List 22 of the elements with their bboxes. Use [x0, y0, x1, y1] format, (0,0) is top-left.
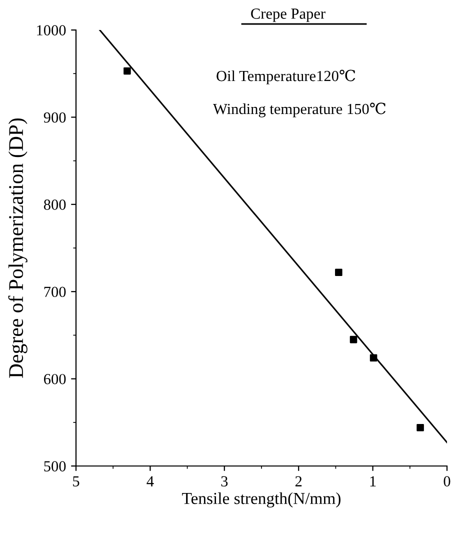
y-tick-label: 900: [44, 112, 66, 123]
y-tick-label: 1000: [37, 25, 66, 36]
annotation: Winding temperature 150℃: [213, 102, 386, 118]
point: [416, 424, 424, 432]
y-tick-label: 500: [44, 461, 66, 472]
y-axis-title: Degree of Polymerization (DP): [8, 118, 28, 378]
x-axis-title: Tensile strength(N/mm): [182, 492, 340, 508]
x-tick-label: 4: [146, 476, 154, 486]
y-tick-label: 700: [44, 286, 66, 298]
point: [370, 354, 378, 362]
x-tick-label: 2: [295, 476, 302, 486]
point: [335, 268, 342, 276]
annotation: Oil Temperature120℃: [216, 70, 356, 84]
y-tick-label: 800: [44, 200, 66, 210]
x-tick-label: 5: [73, 476, 80, 486]
x-tick-label: 3: [221, 476, 228, 486]
point: [350, 336, 358, 344]
chart-title: Crepe Paper: [251, 8, 326, 22]
x-tick-label: 1: [370, 476, 376, 486]
point: [124, 67, 131, 75]
y-tick-label: 600: [44, 374, 66, 384]
x-tick-label: 0: [444, 476, 450, 486]
